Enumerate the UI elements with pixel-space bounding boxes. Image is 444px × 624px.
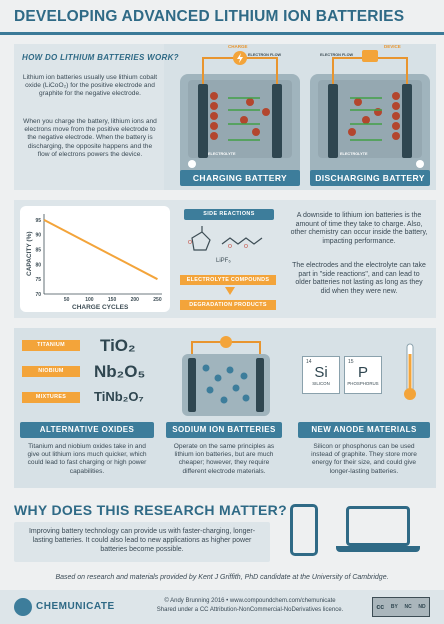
copyright-line: © Andy Brunning 2016 • www.compoundchem.… <box>164 598 336 604</box>
capacity-chart: CAPACITY (%) CHARGE CYCLES 95 90 85 80 75 70 5… <box>26 214 162 311</box>
chart-ytick-label: 85 <box>35 248 41 254</box>
phosphorus-tile: 15 P PHOSPHORUS <box>344 356 382 394</box>
laptop-base-icon <box>336 546 420 552</box>
sodium-battery-diagram <box>182 336 270 416</box>
charging-battery-diagram: CHARGE ELECTRON FLOW ELECTROLYTE <box>180 44 300 178</box>
negative-electrode <box>198 84 208 158</box>
chart-ylabel: CAPACITY (%) <box>26 231 33 276</box>
section1-heading: HOW DO LITHIUM BATTERIES WORK? <box>22 53 179 62</box>
electrolyte-label: ELECTROLYTE <box>208 152 236 156</box>
section2-para2: The electrodes and the electrolyte can t… <box>292 262 426 295</box>
new-anode-text: Silicon or phosphorus can be used instea… <box>311 443 417 475</box>
chart-xtick-label: 150 <box>108 297 117 303</box>
chart-ytick-label: 90 <box>35 233 41 239</box>
chart-xtick-label: 250 <box>153 297 162 303</box>
laptop-icon <box>346 506 410 546</box>
chart-xtick-label: 100 <box>85 297 94 303</box>
phosphorus-number: 15 <box>348 359 354 365</box>
silicon-tile: 14 Si SILICON <box>302 356 340 394</box>
phosphorus-symbol: P <box>357 364 368 381</box>
silicon-symbol: Si <box>314 364 328 381</box>
charge-label: CHARGE <box>228 44 248 49</box>
capacity-series-line <box>43 219 158 281</box>
positive-electrode <box>272 84 282 158</box>
research-text-box <box>14 522 270 562</box>
discharging-battery-label: DISCHARGING BATTERY <box>310 170 430 186</box>
chart-ytick-label: 95 <box>35 218 41 224</box>
research-credit: Based on research and materials provided… <box>55 574 389 581</box>
brand-name: CHEMUNICATE <box>36 601 115 612</box>
tio2-formula: TiO₂ <box>100 336 136 355</box>
chart-xtick-label: 200 <box>131 297 140 303</box>
page-title: DEVELOPING ADVANCED LITHIUM ION BATTERIE… <box>14 8 405 25</box>
svg-text:O: O <box>228 244 232 250</box>
degradation-products-label: DEGRADATION PRODUCTS <box>180 300 276 310</box>
svg-text:DEVICE: DEVICE <box>384 44 401 49</box>
thermometer-icon <box>404 343 416 400</box>
phosphorus-name: PHOSPHORUS <box>347 381 379 386</box>
section1-para1: Lithium ion batteries usually use lithiu… <box>22 74 158 98</box>
research-heading: WHY DOES THIS RESEARCH MATTER? <box>14 502 287 518</box>
svg-text:O: O <box>244 244 248 250</box>
electron-flow-label: ELECTRON FLOW <box>248 53 282 57</box>
titanium-label: TITANIUM <box>22 340 80 351</box>
footer-bar <box>0 590 444 624</box>
svg-text:ELECTRON FLOW: ELECTRON FLOW <box>320 53 354 57</box>
sodium-ion-text: Operate on the same principles as lithiu… <box>173 443 275 475</box>
chart-xlabel: CHARGE CYCLES <box>72 304 129 311</box>
section2-para1: A downside to lithium ion batteries is t… <box>290 212 428 245</box>
alternative-oxides-label: ALTERNATIVE OXIDES <box>20 422 154 438</box>
new-anode-label: NEW ANODE MATERIALS <box>298 422 430 438</box>
by-icon: BY <box>390 604 398 610</box>
chart-ytick-label: 70 <box>35 292 41 298</box>
chart-ytick-label: 80 <box>35 262 41 268</box>
device-icon <box>362 50 378 62</box>
tinb2o7-formula: TiNb₂O₇ <box>94 389 144 404</box>
lipf6-label: LiPF₆ <box>216 258 231 264</box>
section1-text-panel <box>14 44 164 190</box>
licence-line: Shared under a CC Attribution-NonCommerc… <box>156 607 344 613</box>
nd-icon: ND <box>418 604 426 610</box>
chemunicate-logo <box>14 598 32 616</box>
charge-icon <box>220 336 232 348</box>
battery-diagrams: CHARGE ELECTRON FLOW ELECTROLYTE ELECTRO… <box>180 44 430 178</box>
cc-licence-badge[interactable]: cc BY NC ND <box>372 597 430 617</box>
mixtures-label: MIXTURES <box>22 392 80 403</box>
section1-para2: When you charge the battery, lithium ion… <box>23 118 157 158</box>
charging-battery-label: CHARGING BATTERY <box>180 170 300 186</box>
silicon-name: SILICON <box>312 381 330 386</box>
research-text: Improving battery technology can provide… <box>28 528 256 553</box>
electrolyte-compounds-label: ELECTROLYTE COMPOUNDS <box>180 275 276 285</box>
niobium-label: NIOBIUM <box>22 366 80 377</box>
phone-icon <box>290 504 318 556</box>
nb2o5-formula: Nb₂O₅ <box>94 362 146 381</box>
alternative-oxides-text: Titanium and niobium oxides take in and … <box>27 443 147 475</box>
sodium-ion-label: SODIUM ION BATTERIES <box>166 422 282 438</box>
svg-text:ELECTROLYTE: ELECTROLYTE <box>340 152 368 156</box>
arrow-down-icon <box>225 287 235 295</box>
nc-icon: NC <box>404 604 412 610</box>
silicon-number: 14 <box>306 359 312 365</box>
chart-xtick-label: 50 <box>64 297 70 303</box>
molecule-diagram: O O O LiPF₆ <box>188 226 263 264</box>
title-rule <box>0 32 444 35</box>
svg-text:O: O <box>188 240 192 246</box>
side-reactions-label: SIDE REACTIONS <box>184 209 274 220</box>
chart-ytick-label: 75 <box>35 277 41 283</box>
discharging-battery-diagram: ELECTRON FLOW DEVICE ELECTROLYTE <box>310 44 430 178</box>
cc-icon: cc <box>376 603 385 611</box>
